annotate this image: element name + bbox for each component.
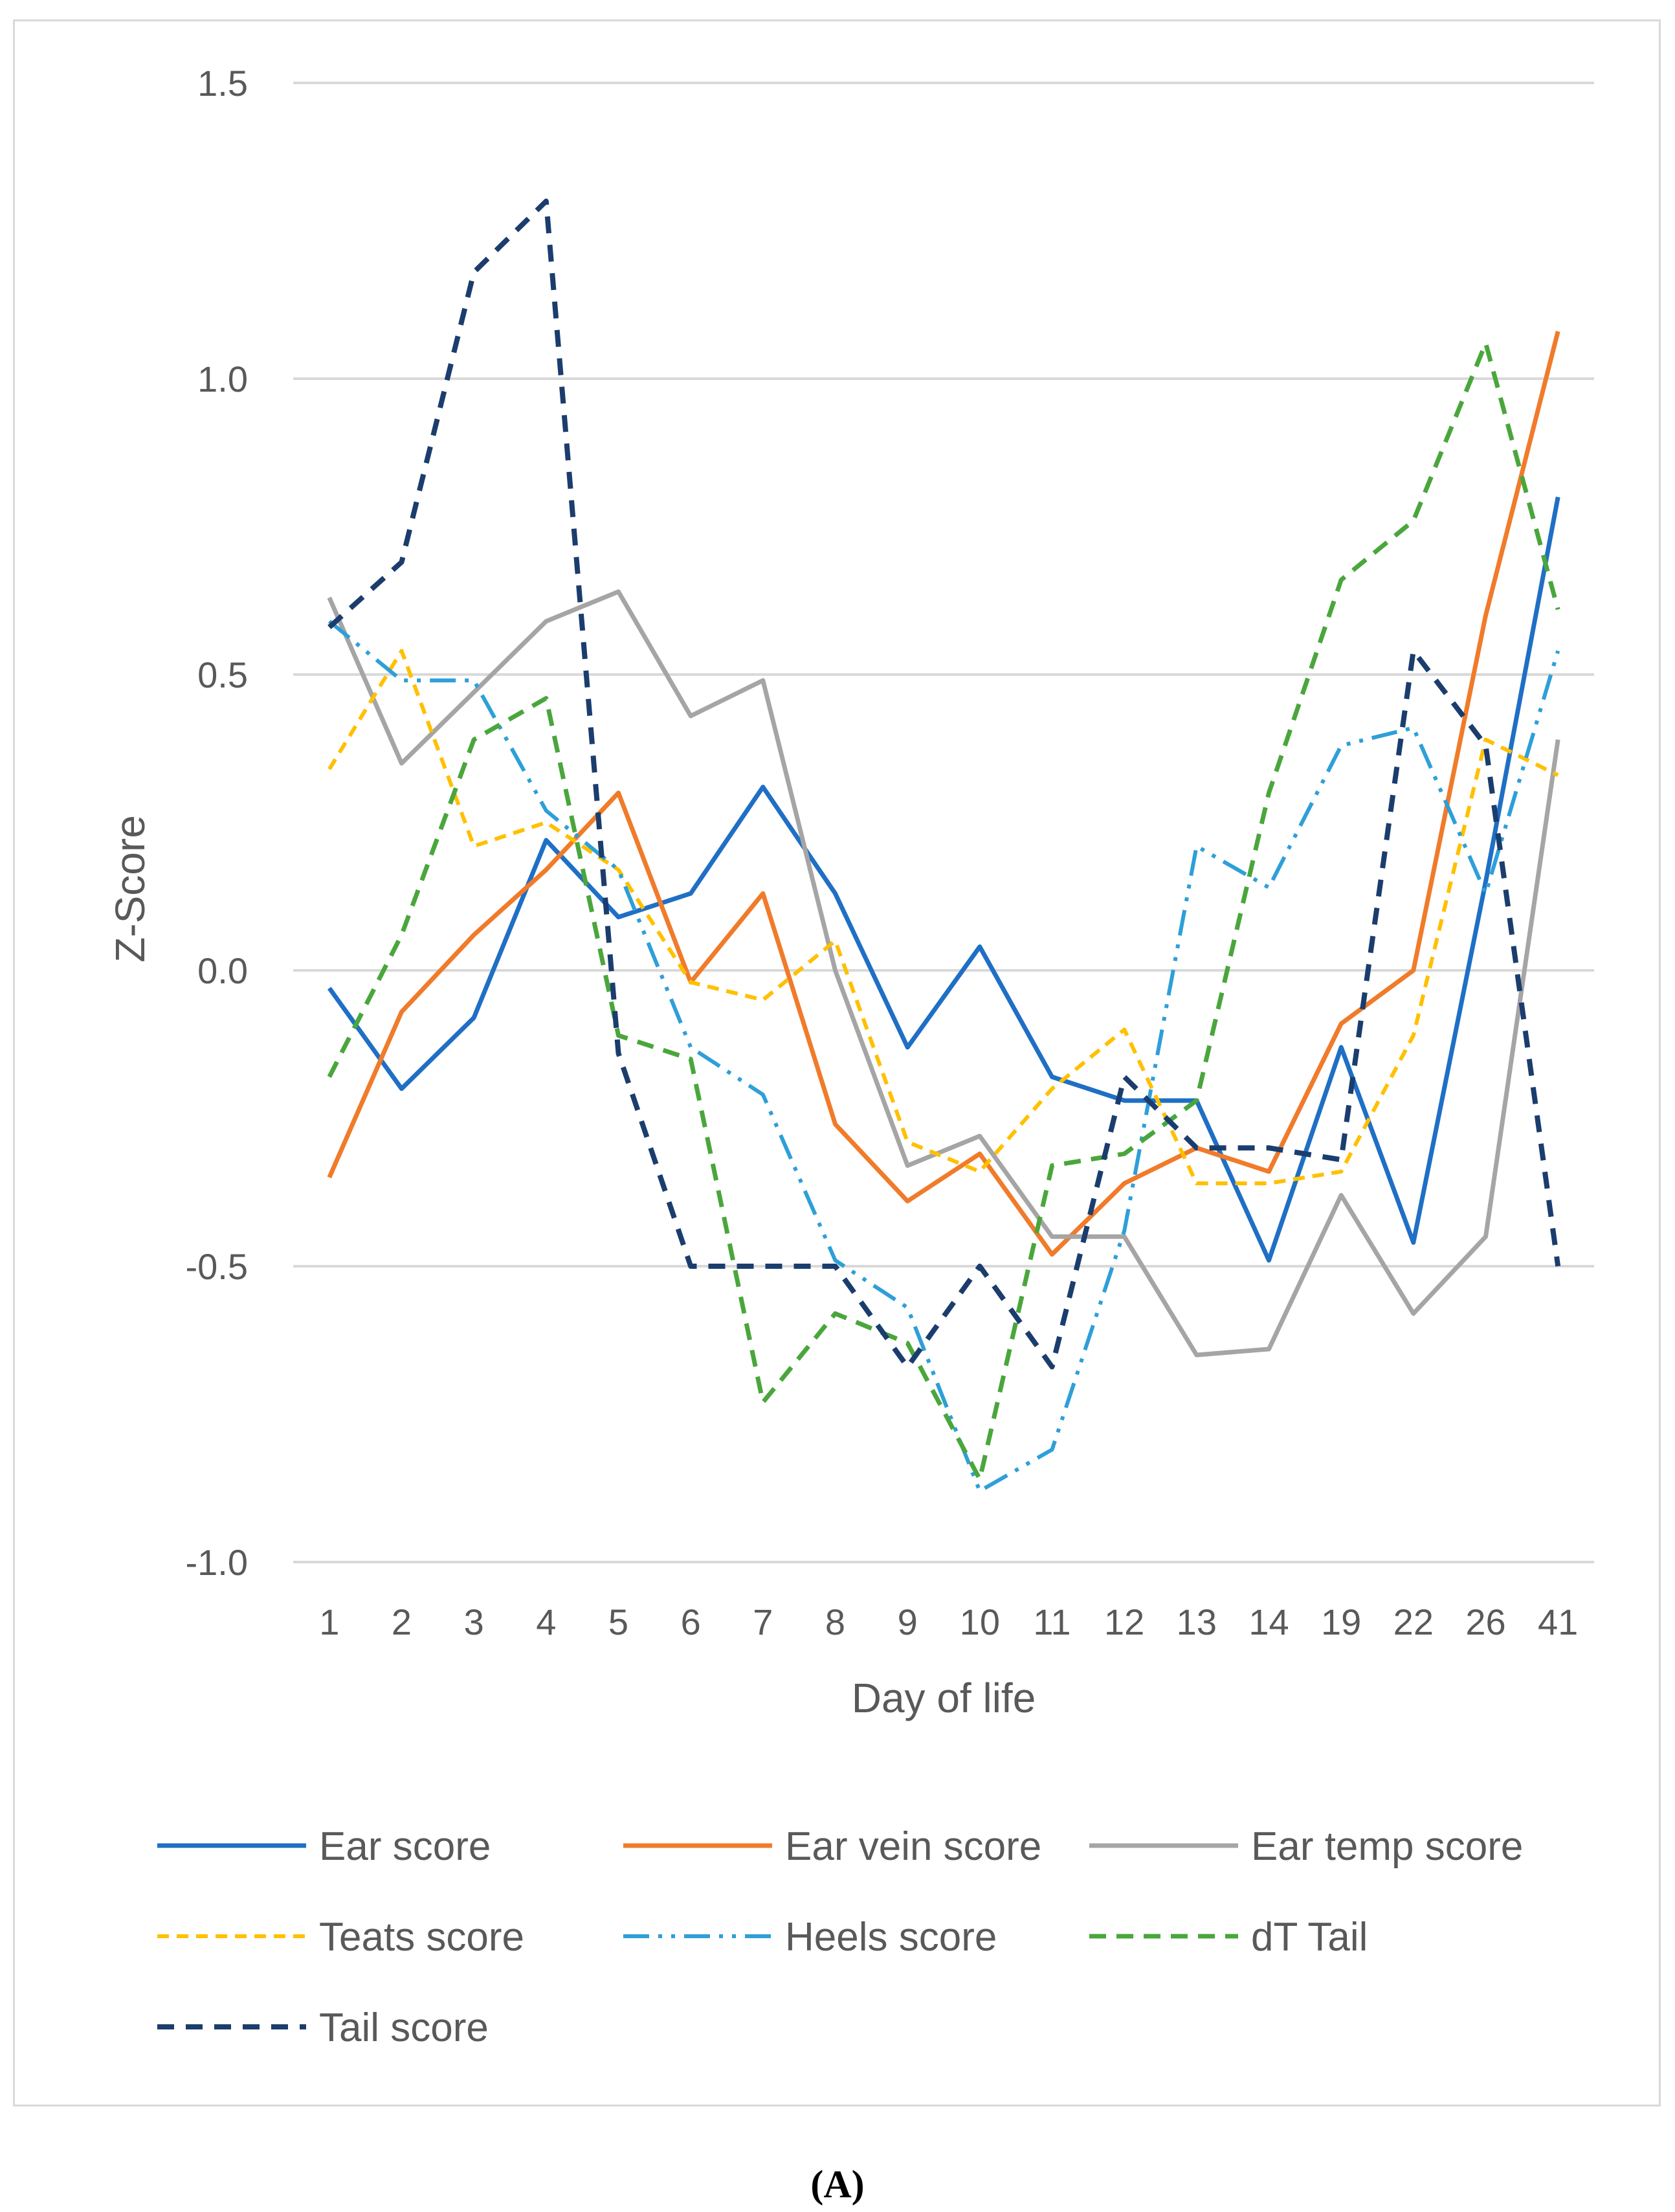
line-chart: -1.0-0.50.00.51.01.5 1 2 3 4 5 6 7 8 9 10 11 12 13 14… (107, 63, 1594, 2050)
y-tick-label: 0.0 (197, 950, 248, 991)
x-tick-label: 26 (1465, 1602, 1505, 1642)
x-tick-label: 19 (1321, 1602, 1361, 1642)
x-tick-label: 9 (898, 1602, 918, 1642)
series-line-heels-score (327, 620, 1560, 1493)
x-tick-label: 6 (681, 1602, 701, 1642)
x-tick-label: 22 (1393, 1602, 1434, 1642)
series-line-dt-tail (327, 341, 1560, 1482)
legend-label: Ear temp score (1251, 1824, 1523, 1869)
chart-frame: -1.0 -0.5 0.0 0.5 1.0 1.5 1 2 3 4 5 6 7 8 9 10 11 12 13 14… (13, 19, 1661, 2106)
x-tick-label: 41 (1538, 1602, 1578, 1642)
x-tick-label: 1 (319, 1602, 339, 1642)
legend-label: Heels score (785, 1915, 997, 1960)
series-line-teats-score (327, 649, 1559, 1185)
x-tick-label: 10 (960, 1602, 1000, 1642)
legend: Ear score Ear vein score Ear temp score Tea… (157, 1824, 1523, 2050)
legend-label: Teats score (319, 1915, 524, 1960)
series-line-tail-score (327, 198, 1561, 1370)
y-axis-label: Z-Score (107, 815, 153, 963)
legend-label: Ear score (319, 1824, 491, 1869)
x-tick-label: 4 (536, 1602, 556, 1642)
y-tick-label: -1.0 (186, 1542, 249, 1583)
x-tick-label: 5 (608, 1602, 628, 1642)
y-tick-label: 0.5 (197, 654, 248, 695)
x-tick-label: 11 (1033, 1602, 1070, 1642)
x-axis-ticks: 1 2 3 4 5 6 7 8 9 10 11 12 13 14 19 22 26 41 (319, 1602, 1578, 1642)
legend-label: Ear vein score (785, 1824, 1041, 1869)
x-tick-label: 13 (1177, 1602, 1217, 1642)
y-tick-label: -0.5 (186, 1246, 249, 1287)
x-tick-label: 3 (464, 1602, 484, 1642)
series-line-ear-score (327, 497, 1560, 1263)
x-tick-label: 2 (392, 1602, 412, 1642)
y-axis-ticks: -1.0 -0.5 0.0 0.5 1.0 1.5 (186, 63, 249, 1583)
x-tick-label: 8 (825, 1602, 845, 1642)
legend-label: dT Tail (1251, 1915, 1368, 1960)
y-tick-label: 1.5 (197, 63, 248, 104)
legend-label: Tail score (319, 2005, 489, 2050)
panel-label: (A) (810, 2163, 865, 2206)
series-line-ear-temp-score (327, 589, 1560, 1357)
gridlines (293, 82, 1594, 1563)
x-axis-label: Day of life (852, 1675, 1036, 1721)
series-line-ear-vein-score (327, 331, 1560, 1257)
x-tick-label: 7 (753, 1602, 773, 1642)
series-lines (327, 198, 1561, 1493)
x-tick-label: 14 (1248, 1602, 1289, 1642)
y-tick-label: 1.0 (197, 359, 248, 399)
x-tick-label: 12 (1104, 1602, 1144, 1642)
